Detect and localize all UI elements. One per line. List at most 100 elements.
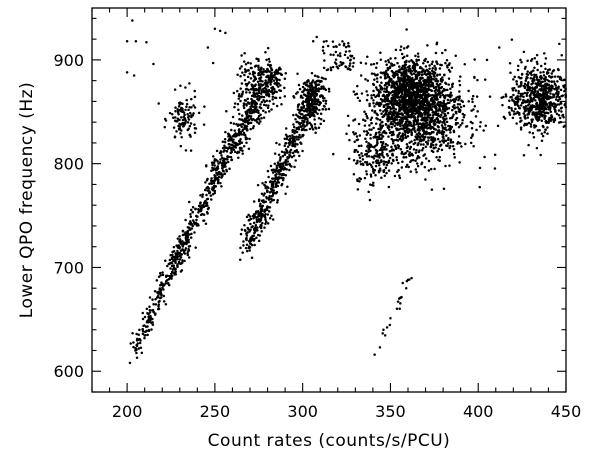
data-point — [374, 95, 377, 99]
data-point — [166, 281, 170, 285]
data-point — [329, 53, 332, 56]
data-point — [530, 120, 534, 124]
data-point — [185, 242, 188, 246]
data-point — [280, 150, 284, 153]
data-point — [416, 164, 420, 168]
data-point — [445, 59, 449, 62]
data-point — [332, 45, 335, 49]
data-point — [356, 159, 359, 163]
data-point — [396, 85, 400, 88]
data-point — [547, 97, 550, 101]
data-point — [277, 169, 281, 172]
data-point — [442, 137, 445, 140]
data-point — [526, 73, 530, 77]
data-point — [414, 112, 417, 116]
data-point — [319, 122, 322, 126]
data-point — [377, 169, 381, 173]
data-point — [230, 138, 234, 142]
data-point — [525, 122, 529, 126]
data-point — [257, 82, 261, 86]
data-point — [544, 57, 548, 60]
data-point — [167, 283, 171, 287]
data-point — [543, 130, 546, 134]
data-point — [306, 88, 309, 91]
data-point — [283, 151, 286, 154]
data-point — [395, 158, 399, 162]
data-point — [183, 259, 186, 263]
data-point — [418, 93, 422, 96]
data-point — [376, 117, 380, 121]
data-point — [539, 71, 542, 74]
data-point — [223, 163, 226, 166]
data-point — [484, 124, 488, 127]
data-point — [380, 81, 383, 85]
data-point — [378, 148, 382, 152]
data-point — [265, 206, 269, 209]
data-point — [441, 139, 444, 142]
data-point — [234, 142, 237, 146]
data-point — [471, 133, 474, 136]
data-point — [148, 296, 152, 299]
data-point — [240, 65, 243, 68]
data-point — [244, 63, 248, 66]
data-point — [493, 153, 497, 156]
data-point — [322, 99, 325, 103]
data-point — [407, 153, 411, 156]
data-point — [185, 102, 189, 106]
data-point — [423, 78, 427, 82]
data-point — [219, 161, 222, 164]
data-point — [250, 226, 253, 229]
data-point — [395, 92, 398, 96]
data-point — [539, 153, 542, 157]
data-point — [277, 161, 280, 165]
data-point — [397, 161, 400, 165]
data-point — [311, 39, 315, 43]
data-point — [415, 83, 418, 87]
data-point — [193, 131, 197, 134]
data-point — [411, 112, 415, 115]
data-point — [438, 67, 442, 70]
data-point — [266, 46, 270, 50]
data-point — [370, 109, 374, 112]
data-point — [245, 103, 248, 106]
data-point — [211, 186, 214, 189]
data-point — [229, 155, 233, 159]
data-point — [389, 57, 392, 60]
data-point — [279, 89, 283, 92]
data-point — [446, 98, 450, 102]
data-point — [246, 116, 249, 119]
data-point — [151, 298, 154, 301]
data-point — [310, 84, 314, 87]
data-point — [157, 307, 161, 311]
data-point — [379, 51, 382, 55]
data-point — [394, 82, 397, 85]
data-point — [414, 99, 417, 102]
data-point — [264, 104, 268, 107]
data-point — [389, 107, 392, 111]
data-point — [545, 72, 549, 75]
data-point — [253, 93, 257, 97]
data-point — [232, 91, 236, 95]
data-point — [307, 99, 310, 103]
data-point — [352, 172, 356, 176]
data-point — [263, 86, 267, 90]
data-point — [242, 60, 246, 63]
data-point — [225, 109, 228, 113]
data-point — [352, 90, 356, 93]
data-point — [443, 121, 446, 125]
data-point — [125, 39, 129, 43]
data-point — [284, 192, 287, 195]
data-point — [461, 119, 464, 122]
data-point — [459, 123, 462, 127]
data-point — [252, 200, 256, 203]
data-point — [428, 67, 431, 71]
data-point — [255, 105, 258, 109]
data-point — [375, 62, 379, 65]
data-point — [249, 115, 253, 118]
data-point — [431, 101, 435, 105]
data-point — [267, 88, 271, 92]
data-point — [267, 198, 271, 201]
data-point — [552, 93, 556, 97]
data-point — [419, 100, 423, 104]
data-point — [243, 98, 247, 102]
